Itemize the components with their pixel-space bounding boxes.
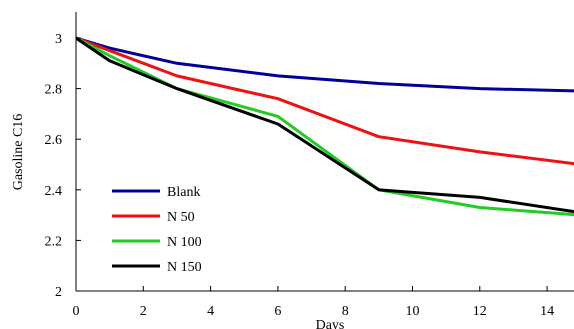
x-tick-label: 6 — [274, 304, 281, 319]
series-line-2 — [76, 36, 574, 217]
y-axis-title: Gasoline C16 — [11, 114, 26, 191]
x-tick-label: 4 — [207, 304, 214, 319]
x-tick-label: 10 — [405, 304, 419, 319]
ticks: 22.22.42.62.830 2 4 6 8 10 12 14 — [45, 32, 555, 319]
y-tick-label: 2.6 — [45, 133, 63, 148]
legend-label: Blank — [167, 185, 200, 200]
x-tick-label: 2 — [140, 304, 147, 319]
x-axis-title: Days — [316, 318, 345, 329]
legend-label: N 150 — [167, 260, 202, 275]
x-tick-label: 8 — [342, 304, 349, 319]
x-tick-label: 0 — [73, 304, 80, 319]
series-layer — [76, 36, 574, 217]
series-line-3 — [76, 36, 574, 214]
y-tick-label: 2.2 — [45, 234, 63, 249]
legend-label: N 100 — [167, 235, 202, 250]
y-tick-label: 3 — [55, 32, 62, 47]
y-tick-label: 2 — [55, 285, 62, 300]
series-line-0 — [76, 36, 574, 93]
legend: Blank N 50 N 100 N 150 — [112, 185, 202, 275]
x-tick-label: 14 — [540, 304, 554, 319]
y-tick-label: 2.8 — [45, 83, 63, 98]
axes — [75, 12, 574, 292]
series-line-1 — [76, 36, 574, 166]
legend-label: N 50 — [167, 210, 195, 225]
x-tick-label: 12 — [473, 304, 487, 319]
y-tick-label: 2.4 — [45, 184, 63, 199]
